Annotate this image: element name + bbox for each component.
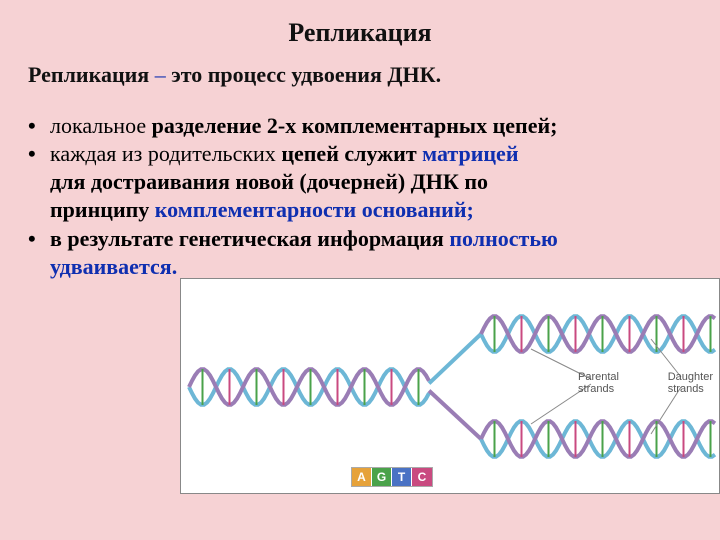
base-legend: AGTC	[351, 467, 433, 487]
legend-cell: A	[352, 468, 372, 486]
legend-cell: C	[412, 468, 432, 486]
bullet-list: • локальное разделение 2-х комплементарн…	[28, 112, 692, 281]
legend-cell: G	[372, 468, 392, 486]
legend-cell: T	[392, 468, 412, 486]
dna-svg	[181, 279, 720, 495]
bullet-item: • локальное разделение 2-х комплементарн…	[28, 112, 692, 140]
parental-label: Parental strands	[578, 371, 619, 395]
slide-title: Репликация	[28, 18, 692, 48]
bullet-item: • в результате генетическая информация п…	[28, 225, 692, 253]
daughter-label: Daughter strands	[668, 371, 713, 395]
dna-diagram: AGTC Parental strands Daughter strands	[180, 278, 720, 494]
definition-line: Репликация – это процесс удвоения ДНК.	[28, 62, 692, 88]
definition-dash: –	[149, 62, 166, 87]
slide: Репликация Репликация – это процесс удво…	[0, 0, 720, 540]
definition-term: Репликация	[28, 62, 149, 87]
definition-rest: это процесс удвоения ДНК.	[166, 62, 441, 87]
bullet-item: • каждая из родительских цепей служит ма…	[28, 140, 692, 168]
